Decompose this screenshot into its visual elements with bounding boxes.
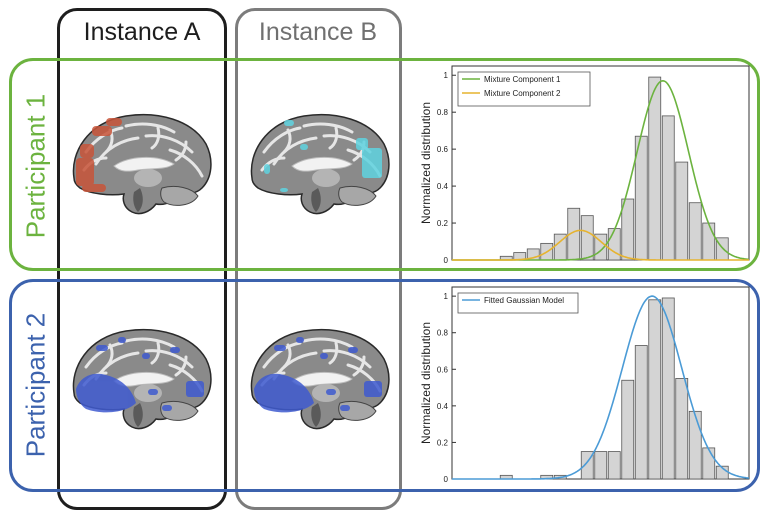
thalamus <box>312 169 340 187</box>
thalamus <box>134 384 162 402</box>
legend-box <box>457 292 579 314</box>
histogram-bar <box>648 76 662 261</box>
instance-a-title: Instance A <box>83 18 201 46</box>
histogram-bar <box>634 345 648 480</box>
y-tick-label: 0.2 <box>437 219 449 228</box>
participant-1-frame <box>9 58 760 271</box>
y-tick-label: 0.8 <box>437 108 449 117</box>
thalamus <box>312 384 340 402</box>
histogram-bar <box>702 222 716 261</box>
brainstem <box>311 403 321 427</box>
y-tick-label: 1 <box>444 71 449 80</box>
activation-overlay <box>76 118 122 192</box>
y-tick-label: 0.2 <box>437 438 449 447</box>
histogram-bar <box>661 297 675 480</box>
histogram-bar <box>607 228 621 261</box>
histogram-bar <box>661 115 675 261</box>
brainstem <box>133 188 143 212</box>
brain-p2-instance-b <box>250 328 390 430</box>
activation-overlay <box>254 337 382 413</box>
instance-a-frame <box>57 8 227 510</box>
y-tick-label: 0.4 <box>437 182 449 191</box>
y-tick-label: 0.6 <box>437 145 449 154</box>
histogram-bar <box>621 198 635 261</box>
histogram-bar <box>688 410 702 480</box>
histogram-bar <box>702 447 716 480</box>
y-axis-label: Normalized distribution <box>419 102 433 224</box>
histogram-participant-2: 0 0.2 0.4 0.6 0.8 1 Normalized distribution Fit… <box>419 286 750 484</box>
brain-p1-instance-a <box>72 113 212 215</box>
histogram-bar <box>594 451 608 480</box>
activation-overlay <box>264 120 382 192</box>
brainstem <box>133 403 143 427</box>
activation-overlay <box>76 337 204 413</box>
legend-box <box>457 71 591 107</box>
participant-2-label: Participant 2 <box>20 312 51 458</box>
histogram-bar <box>648 299 662 480</box>
histogram-bar <box>607 451 621 480</box>
histogram-bar <box>688 202 702 261</box>
thalamus <box>134 169 162 187</box>
histogram-participant-1: 0 0.2 0.4 0.6 0.8 1 Normalized distribution Mix… <box>419 65 750 265</box>
participant-2-frame <box>9 279 760 492</box>
participant-1-label: Participant 1 <box>20 93 51 239</box>
instance-b-title: Instance B <box>258 18 378 46</box>
legend-label: Fitted Gaussian Model <box>484 296 564 305</box>
brain-p1-instance-b <box>250 113 390 215</box>
histogram-bar <box>675 161 689 261</box>
y-tick-label: 0.6 <box>437 365 449 374</box>
fit-curve <box>452 295 750 480</box>
legend-label: Mixture Component 2 <box>484 89 561 98</box>
corpus-callosum <box>113 156 175 172</box>
histogram-bar <box>621 379 635 480</box>
y-tick-label: 0 <box>444 475 449 484</box>
y-tick-label: 1 <box>444 292 449 301</box>
histogram-bar <box>580 215 594 261</box>
instance-b-frame <box>235 8 402 510</box>
corpus-callosum <box>291 156 353 172</box>
fit-curve <box>452 229 749 261</box>
cerebellum <box>338 185 377 206</box>
y-tick-label: 0 <box>444 256 449 265</box>
brain-p2-instance-a <box>72 328 212 430</box>
legend-label: Mixture Component 1 <box>484 75 561 84</box>
brainstem <box>311 188 321 212</box>
y-tick-label: 0.8 <box>437 329 449 338</box>
y-axis-label: Normalized distribution <box>419 322 433 444</box>
cerebellum <box>160 185 199 206</box>
y-tick-label: 0.4 <box>437 402 449 411</box>
histogram-bar <box>675 378 689 480</box>
